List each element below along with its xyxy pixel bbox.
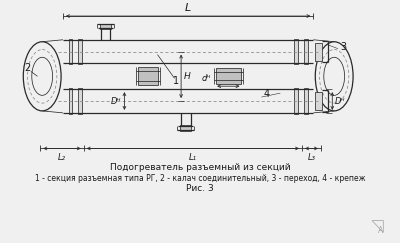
Text: Рис. 3: Рис. 3 [186, 184, 214, 193]
Bar [180, 125, 192, 131]
Text: A: A [378, 226, 383, 235]
Text: 3: 3 [340, 42, 346, 52]
Text: L₁: L₁ [189, 153, 197, 162]
Text: H: H [184, 72, 191, 81]
Text: L₂: L₂ [58, 153, 66, 162]
Bar [138, 67, 158, 85]
Text: dᴴ: dᴴ [202, 74, 211, 83]
Bar [315, 92, 322, 110]
Text: Dᴴ: Dᴴ [335, 96, 346, 105]
Text: Подогреватель разъемный из секций: Подогреватель разъемный из секций [110, 163, 290, 172]
Bar [69, 88, 72, 114]
Text: 1 - секция разъемная типа РГ, 2 - калач соединительный, 3 - переход, 4 - крепеж: 1 - секция разъемная типа РГ, 2 - калач … [35, 174, 365, 183]
Text: 2: 2 [24, 63, 30, 73]
Bar [304, 88, 308, 114]
Text: Dᴴ: Dᴴ [111, 96, 122, 105]
Text: 4: 4 [263, 89, 269, 99]
Bar [315, 43, 322, 61]
Bar [216, 69, 241, 84]
Bar [69, 39, 72, 64]
Bar [78, 39, 82, 64]
Text: L₃: L₃ [308, 153, 316, 162]
Bar [294, 88, 298, 114]
Bar [304, 39, 308, 64]
Text: 1: 1 [173, 76, 180, 86]
Bar [294, 39, 298, 64]
Text: L: L [185, 3, 191, 13]
Bar [78, 88, 82, 114]
Bar [100, 24, 111, 29]
